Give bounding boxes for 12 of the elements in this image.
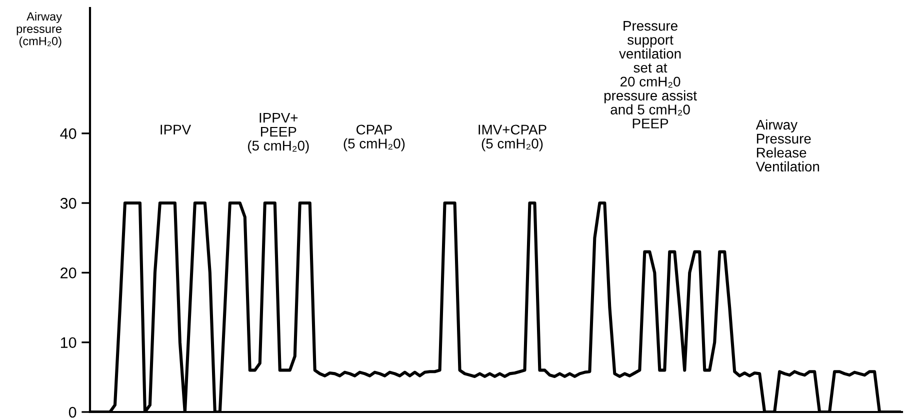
annotation: IPPV bbox=[160, 124, 192, 134]
y-tick-label: 40 bbox=[60, 128, 76, 140]
annotation: IMV+CPAP (5 cmH₂0) bbox=[478, 124, 546, 152]
y-tick-label: 10 bbox=[60, 337, 76, 348]
y-tick-label: 0 bbox=[68, 406, 76, 418]
y-axis-title: Airway pressure (cmH₂0) bbox=[16, 12, 62, 48]
y-tick-label: 30 bbox=[60, 198, 76, 209]
annotation: Pressure support ventilation set at 20 cmH₂0 pressure assist and 5 cmH₂0 PEEP bbox=[604, 21, 697, 128]
annotation: Airway Pressure Release Ventilation bbox=[756, 119, 820, 172]
annotation: IPPV+ PEEP (5 cmH₂0) bbox=[248, 112, 309, 154]
y-tick-label: 20 bbox=[60, 268, 76, 278]
annotation: CPAP (5 cmH₂0) bbox=[344, 124, 405, 152]
